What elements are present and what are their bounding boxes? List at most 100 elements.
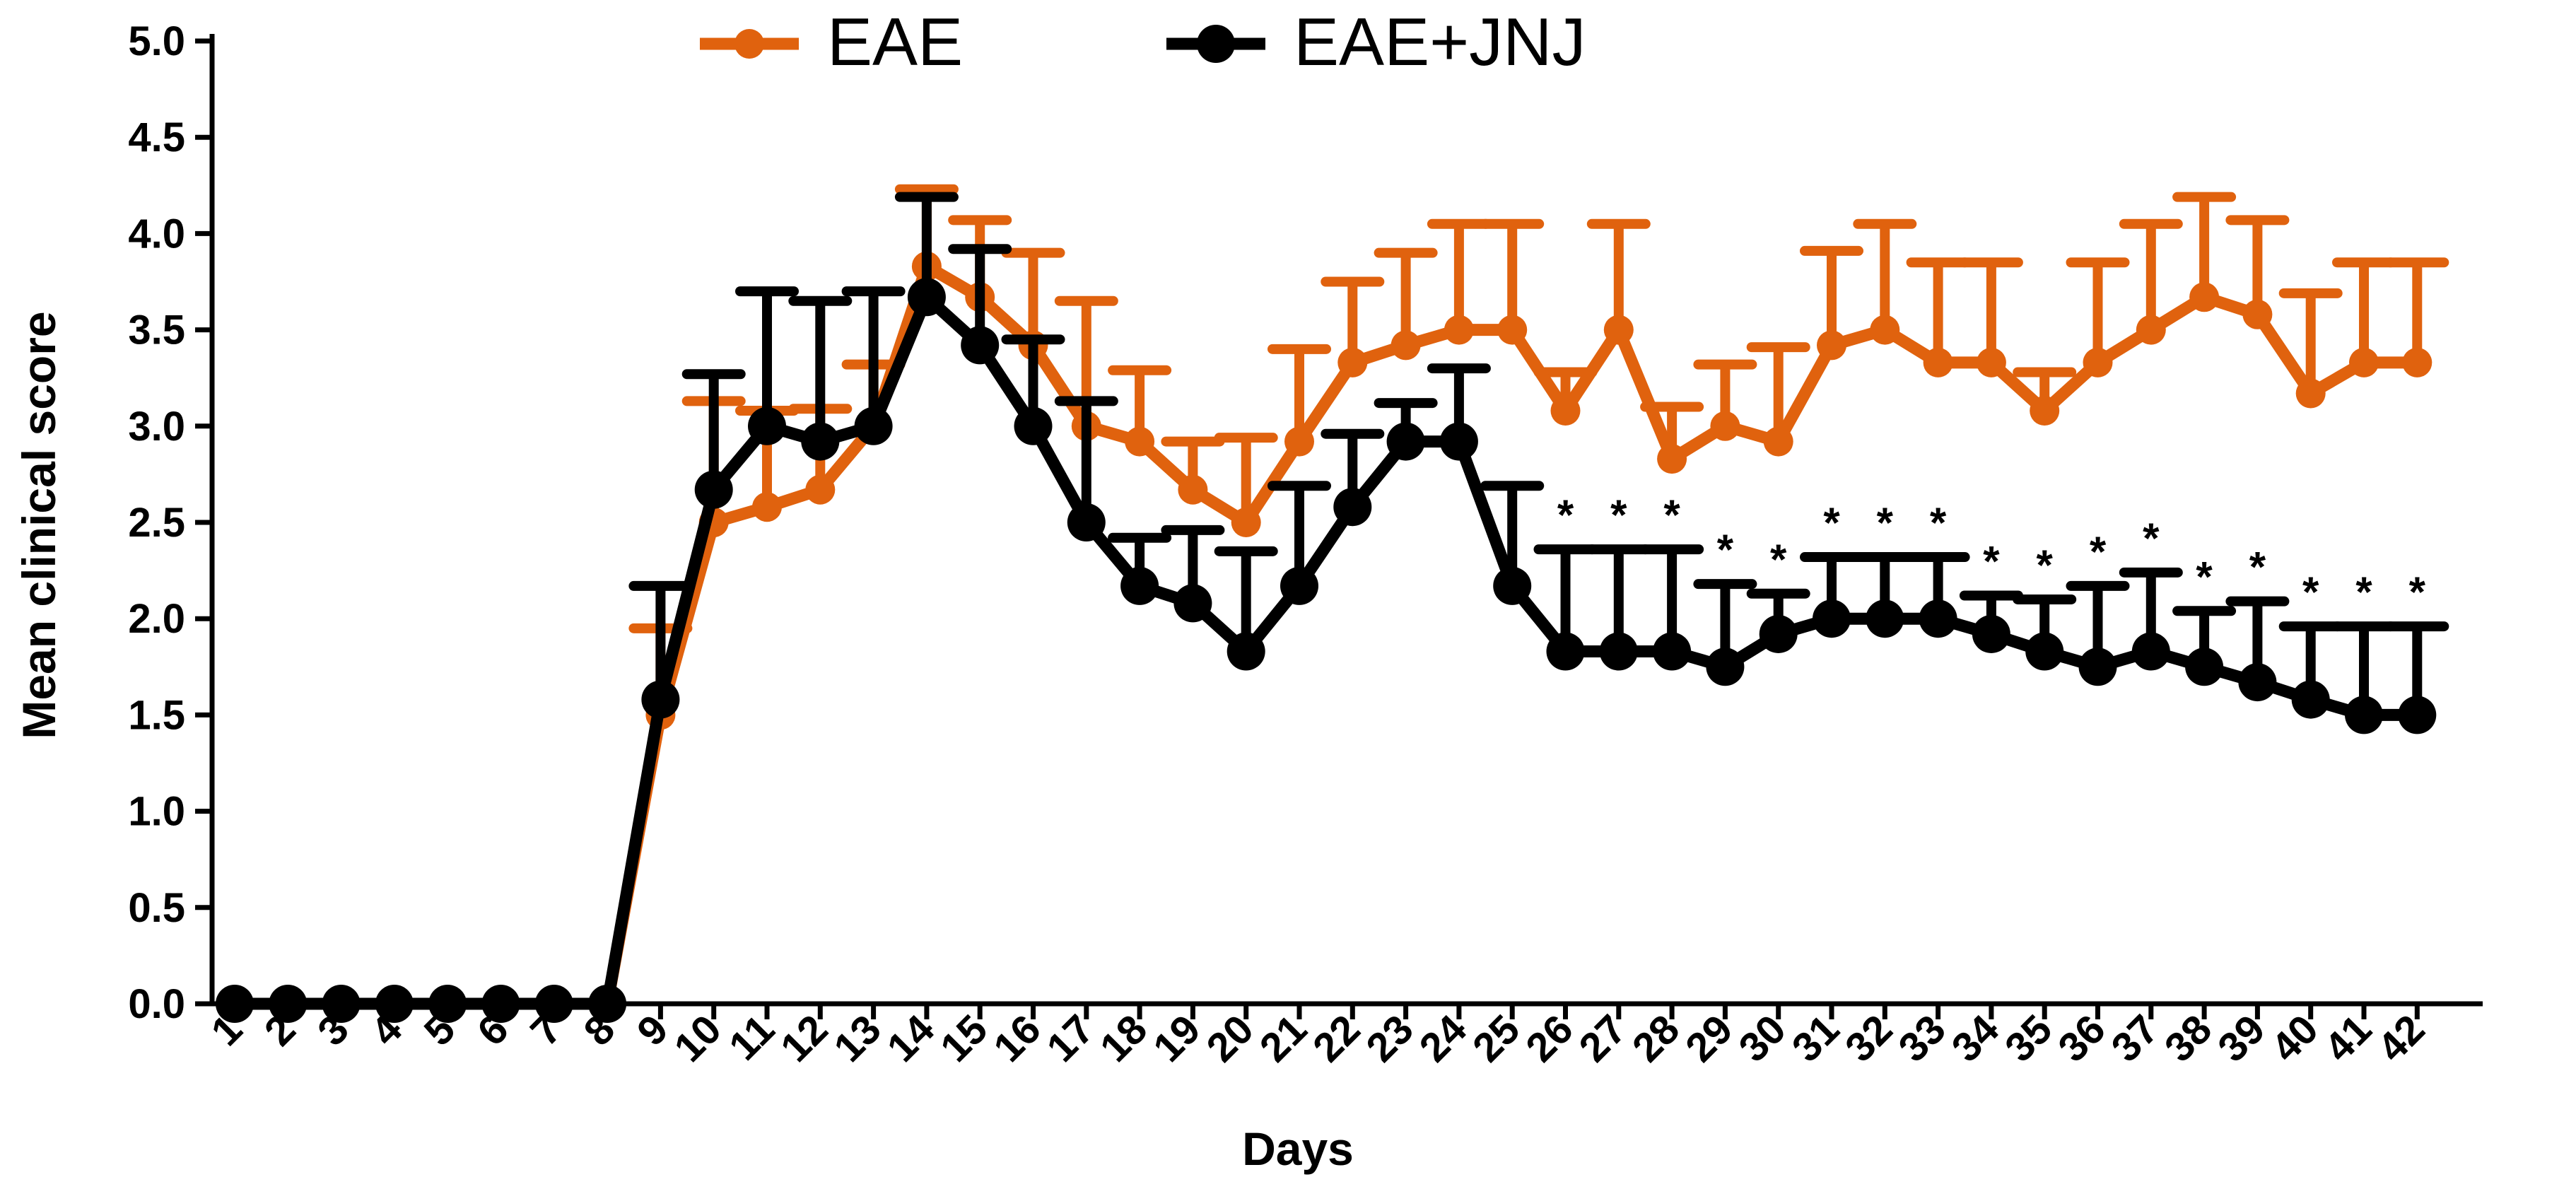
data-point xyxy=(2025,632,2064,671)
legend-label: EAE xyxy=(827,4,963,80)
y-tick-label: 4.5 xyxy=(128,115,185,160)
x-tick-label: 42 xyxy=(2369,1006,2434,1071)
x-tick-label: 9 xyxy=(628,1006,677,1055)
data-point xyxy=(2291,680,2330,719)
significance-marker: * xyxy=(1663,491,1680,539)
data-point xyxy=(2345,696,2383,734)
data-point xyxy=(641,680,680,719)
data-point xyxy=(1284,426,1314,457)
data-point xyxy=(1923,347,1953,377)
data-point xyxy=(1817,330,1846,361)
data-point xyxy=(216,985,254,1023)
significance-marker: * xyxy=(1610,491,1627,539)
significance-marker: * xyxy=(1770,536,1787,583)
y-axis-title: Mean clinical score xyxy=(13,311,65,739)
significance-marker: * xyxy=(1823,499,1840,546)
series-eae xyxy=(220,184,2449,1019)
data-point xyxy=(1972,614,2010,653)
data-point xyxy=(1444,315,1474,345)
data-point xyxy=(1657,444,1687,474)
significance-marker: * xyxy=(1877,499,1894,546)
significance-marker: * xyxy=(1930,499,1947,546)
data-point xyxy=(1870,315,1900,345)
data-point xyxy=(1919,599,1957,638)
legend-eae-jnj: EAE+JNJ xyxy=(1166,4,1586,80)
data-point xyxy=(428,985,467,1023)
data-point xyxy=(1125,426,1155,457)
data-point xyxy=(1710,411,1740,441)
significance-marker: * xyxy=(2409,568,2426,616)
y-tick-label: 0.0 xyxy=(128,981,185,1027)
data-point xyxy=(2030,396,2060,426)
data-point xyxy=(1653,632,1692,671)
data-point xyxy=(1759,614,1798,653)
axes: 0.00.51.01.52.02.53.03.54.04.55.01 2 3 4 5 6 7… xyxy=(128,18,2483,1071)
data-point xyxy=(2185,648,2224,686)
y-tick-label: 0.5 xyxy=(128,885,185,931)
data-point xyxy=(805,474,836,505)
data-point xyxy=(1763,426,1793,457)
data-point xyxy=(1603,315,1634,345)
data-point xyxy=(2136,315,2166,345)
series-line xyxy=(235,260,2418,1010)
significance-marker: * xyxy=(2090,528,2107,575)
significance-marker: * xyxy=(2302,568,2319,616)
data-point xyxy=(854,406,893,445)
significance-marker: * xyxy=(2037,541,2054,589)
data-point xyxy=(1550,396,1581,426)
data-point xyxy=(1178,474,1208,505)
y-tick-label: 5.0 xyxy=(128,18,185,64)
data-point xyxy=(1599,632,1638,671)
y-tick-label: 4.0 xyxy=(128,211,185,257)
plot-area: * * * * * * * * * * * * * * * * * xyxy=(216,184,2449,1023)
legend: EAE EAE+JNJ xyxy=(700,4,1586,80)
data-point xyxy=(694,470,733,509)
data-point xyxy=(1280,566,1318,605)
data-point xyxy=(1333,488,1372,527)
data-point xyxy=(1706,648,1745,686)
data-point xyxy=(2189,282,2220,312)
data-point xyxy=(1014,406,1053,445)
data-point xyxy=(1337,347,1368,377)
y-tick-label: 2.5 xyxy=(128,500,185,546)
significance-marker: * xyxy=(2143,515,2160,562)
data-point xyxy=(2078,648,2117,686)
data-point xyxy=(1386,422,1425,461)
y-tick-label: 3.5 xyxy=(128,308,185,353)
y-tick-label: 3.0 xyxy=(128,404,185,450)
data-point xyxy=(534,985,573,1023)
data-point xyxy=(1493,566,1532,605)
y-tick-label: 2.0 xyxy=(128,596,185,642)
data-point xyxy=(588,985,627,1023)
significance-marker: * xyxy=(2355,568,2372,616)
data-point xyxy=(1497,315,1528,345)
data-point xyxy=(1120,566,1159,605)
data-point xyxy=(748,406,786,445)
data-point xyxy=(1226,632,1265,671)
data-point xyxy=(1866,599,1904,638)
data-point xyxy=(2083,347,2113,377)
x-axis-title: Days xyxy=(1242,1123,1354,1175)
data-point xyxy=(322,985,361,1023)
data-point xyxy=(801,422,840,461)
legend-label: EAE+JNJ xyxy=(1294,4,1586,80)
x-tick-label: 10 xyxy=(665,1006,730,1071)
legend-marker xyxy=(1197,25,1235,63)
data-point xyxy=(907,278,946,317)
y-tick-label: 1.5 xyxy=(128,692,185,738)
data-point xyxy=(2238,663,2277,702)
data-point xyxy=(752,492,782,522)
data-point xyxy=(2398,696,2437,734)
data-point xyxy=(375,985,414,1023)
legend-marker xyxy=(734,29,764,59)
data-point xyxy=(1813,599,1851,638)
significance-marker: * xyxy=(1717,526,1734,573)
data-point xyxy=(1067,503,1106,541)
legend-eae: EAE xyxy=(700,4,963,80)
data-point xyxy=(2295,378,2326,409)
data-point xyxy=(2402,347,2432,377)
significance-marker: * xyxy=(2196,553,2213,600)
data-point xyxy=(269,985,308,1023)
